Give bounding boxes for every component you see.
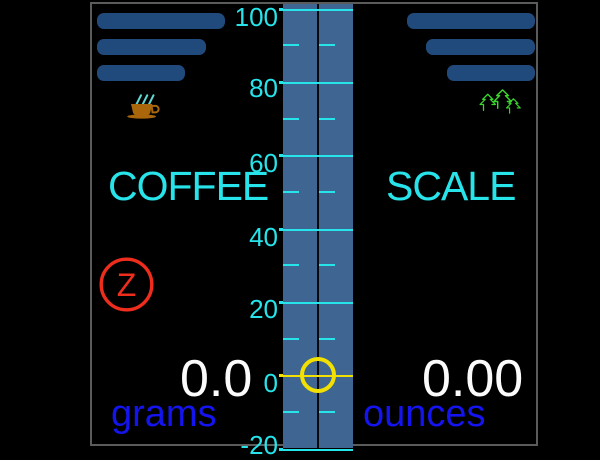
svg-text:Z: Z <box>117 267 137 303</box>
